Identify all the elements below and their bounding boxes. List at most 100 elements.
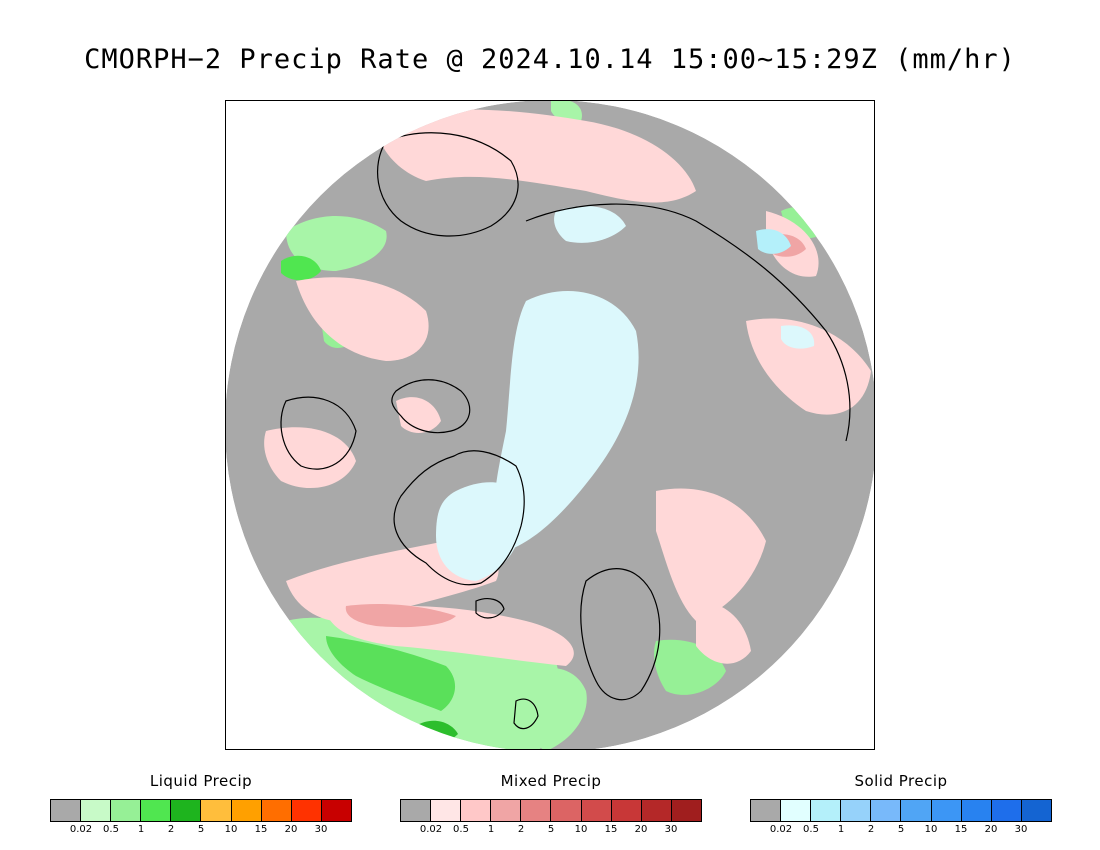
legend-swatch-8 (641, 800, 672, 821)
mixed-precip-atlantic-moderate (345, 604, 456, 628)
color-bar (50, 799, 352, 822)
mixed-precip-areas (264, 109, 871, 666)
legend-swatch-9 (671, 800, 701, 821)
legend-tick-label: 0.5 (803, 824, 819, 835)
legend-swatch-8 (991, 800, 1022, 821)
legend-swatch-5 (201, 800, 232, 821)
siberia-coast (525, 203, 851, 442)
legend-swatch-3 (141, 800, 172, 821)
legend-tick-label: 0.5 (453, 824, 469, 835)
solid-precip-central-arctic (494, 291, 639, 551)
color-bar (400, 799, 702, 822)
legend-tick-label: 5 (897, 824, 905, 835)
legend-swatch-7 (961, 800, 992, 821)
legend-swatch-2 (811, 800, 842, 821)
mixed-precip-bering (376, 109, 696, 203)
mixed-precip-barents (656, 488, 766, 621)
legend-swatch-0 (401, 800, 432, 821)
legend-swatch-4 (171, 800, 202, 821)
mixed-precip-canada (264, 427, 356, 489)
legend-tick-label: 30 (314, 824, 328, 835)
tick-labels: 0.02 0.5 1 2 5 10 15 20 30 (50, 824, 352, 838)
solid-precip-russia-east (781, 325, 815, 349)
canadian-archipelago-coast (391, 379, 471, 434)
legend-tick-label: 2 (867, 824, 875, 835)
legend-swatch-0 (751, 800, 782, 821)
legend-swatch-3 (491, 800, 522, 821)
legend-mixed-precip: Mixed Precip 0.02 0.5 1 2 5 10 15 20 30 (400, 770, 702, 840)
legend-swatch-1 (81, 800, 112, 821)
legend-swatch-7 (261, 800, 292, 821)
legend-swatch-2 (111, 800, 142, 821)
legend-tick-label: 0.02 (69, 824, 93, 835)
legend-title: Solid Precip (854, 772, 948, 790)
legend-swatch-6 (581, 800, 612, 821)
legend-title: Liquid Precip (149, 772, 253, 790)
legend-swatch-1 (431, 800, 462, 821)
legend-title: Mixed Precip (500, 772, 602, 790)
legend-swatch-2 (461, 800, 492, 821)
legend-tick-label: 15 (604, 824, 618, 835)
tick-labels: 0.02 0.5 1 2 5 10 15 20 30 (750, 824, 1052, 838)
greenland-coast (393, 450, 525, 586)
legend-solid-precip: Solid Precip 0.02 0.5 1 2 5 10 15 20 30 (750, 770, 1052, 840)
legend-swatch-9 (1021, 800, 1051, 821)
legend-tick-label: 20 (984, 824, 998, 835)
legend-tick-label: 30 (1014, 824, 1028, 835)
legend-swatch-8 (291, 800, 322, 821)
tick-labels: 0.02 0.5 1 2 5 10 15 20 30 (400, 824, 702, 838)
iceland-coast (475, 598, 505, 619)
solid-precip-east-siberian (554, 206, 626, 243)
british-isles-coast (513, 698, 539, 730)
legend-swatch-4 (521, 800, 552, 821)
legend-tick-label: 0.02 (419, 824, 443, 835)
legend-swatch-4 (871, 800, 902, 821)
chart-title: CMORPH−2 Precip Rate @ 2024.10.14 15:00~… (84, 44, 1016, 75)
legend-swatch-0 (51, 800, 82, 821)
liquid-precip-north-atlantic-heavy (326, 636, 456, 711)
hudson-bay-coast (280, 396, 357, 470)
legend-tick-label: 1 (487, 824, 495, 835)
legend-tick-label: 20 (284, 824, 298, 835)
legend-tick-label: 2 (517, 824, 525, 835)
legend-tick-label: 0.5 (103, 824, 119, 835)
legend-swatch-5 (901, 800, 932, 821)
mixed-precip-russia (746, 318, 871, 415)
legend-tick-label: 10 (224, 824, 238, 835)
scandinavia-coast (580, 568, 661, 701)
legend-tick-label: 1 (137, 824, 145, 835)
legend-swatch-6 (231, 800, 262, 821)
legend-tick-label: 20 (634, 824, 648, 835)
legend-swatch-6 (931, 800, 962, 821)
legend-tick-label: 5 (197, 824, 205, 835)
legend-swatch-5 (551, 800, 582, 821)
color-bar (750, 799, 1052, 822)
legend-tick-label: 5 (547, 824, 555, 835)
solid-precip-chukchi (756, 229, 791, 254)
legend-tick-label: 1 (837, 824, 845, 835)
alaska-coast (377, 132, 519, 237)
liquid-precip-pacific-nw (286, 216, 387, 271)
solid-precip-areas (436, 206, 815, 581)
solid-precip-greenland (436, 482, 526, 581)
mixed-precip-hudson (396, 397, 441, 433)
liquid-precip-europe (515, 667, 587, 749)
legend-tick-label: 15 (254, 824, 268, 835)
legend-tick-label: 10 (924, 824, 938, 835)
coastlines (280, 132, 851, 730)
legend-swatch-1 (781, 800, 812, 821)
legend-swatch-3 (841, 800, 872, 821)
mixed-precip-alaska (296, 277, 429, 361)
polar-precip-map (226, 101, 874, 749)
legend-tick-label: 10 (574, 824, 588, 835)
map-panel (225, 100, 875, 750)
legend-tick-label: 0.02 (769, 824, 793, 835)
legend-swatch-9 (321, 800, 351, 821)
legend-tick-label: 15 (954, 824, 968, 835)
legend-liquid-precip: Liquid Precip 0.02 0.5 1 2 5 10 15 20 30 (50, 770, 352, 840)
legend-tick-label: 30 (664, 824, 678, 835)
liquid-precip-pacific-nw-heavy (281, 255, 321, 281)
mixed-precip-europe-east (696, 601, 751, 664)
legend-tick-label: 2 (167, 824, 175, 835)
legend-swatch-7 (611, 800, 642, 821)
